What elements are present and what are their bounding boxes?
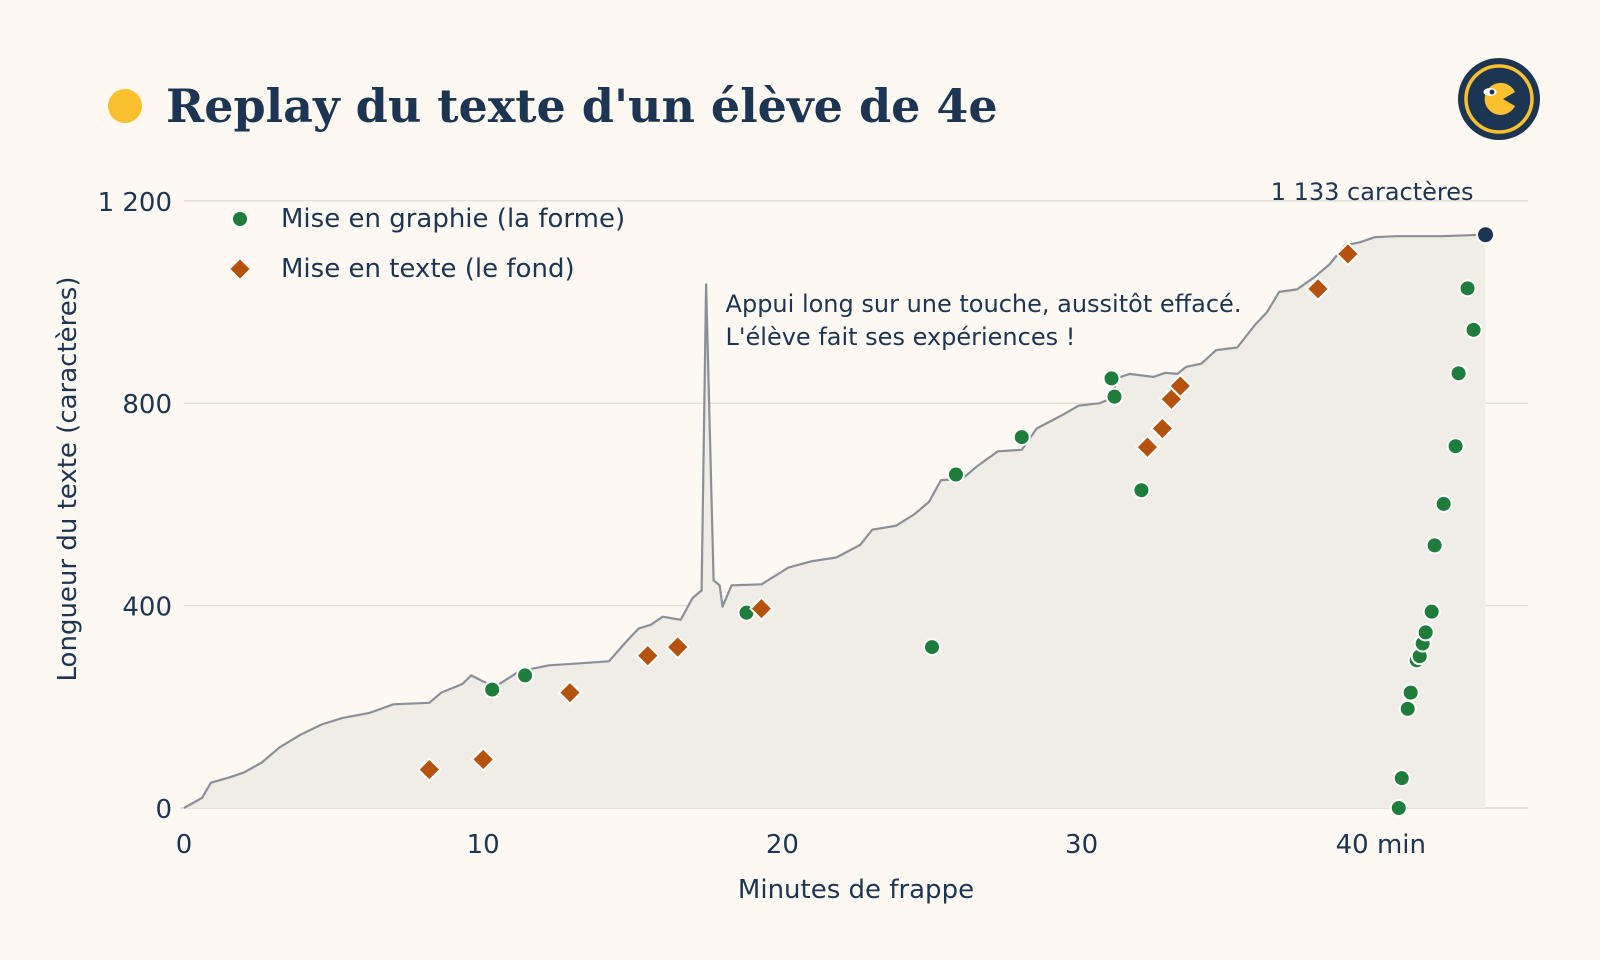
graphie-point xyxy=(1446,437,1465,456)
tick-labels: 0 400 800 1 200 0 10 20 30 40 min xyxy=(98,188,1426,860)
graphie-point xyxy=(923,638,941,657)
end-point xyxy=(1476,225,1496,245)
annotation-line-2: L'élève fait ses expériences ! xyxy=(726,323,1076,351)
header: Replay du texte d'un élève de 4e xyxy=(108,76,998,136)
texte-point xyxy=(416,757,442,782)
y-tick-label: 400 xyxy=(122,593,172,623)
data-points xyxy=(416,225,1496,817)
x-tick-label: 0 xyxy=(176,830,193,860)
y-tick-label: 1 200 xyxy=(98,188,172,218)
annotation-line-1: Appui long sur une touche, aussitôt effa… xyxy=(726,290,1242,318)
end-label: 1 133 caractères xyxy=(1271,178,1474,206)
text-length-area xyxy=(184,234,1486,808)
logo-face-icon xyxy=(1458,58,1540,140)
graphie-point xyxy=(1464,320,1483,339)
texte-point xyxy=(1335,241,1361,267)
legend: Mise en graphie (la forme) Mise en texte… xyxy=(227,204,625,284)
y-tick-label: 0 xyxy=(155,795,172,825)
texte-point xyxy=(1167,373,1193,399)
graphie-point xyxy=(946,465,965,484)
texte-point xyxy=(1305,276,1331,302)
legend-graphie-marker xyxy=(231,210,249,228)
texte-point xyxy=(1135,434,1160,460)
texte-point xyxy=(470,747,496,772)
graphie-point xyxy=(1105,387,1124,406)
x-tick-label: 40 min xyxy=(1336,830,1426,860)
graphie-point xyxy=(1132,481,1151,500)
graphie-point xyxy=(1102,369,1121,388)
graphie-point xyxy=(1425,536,1444,555)
x-tick-label: 30 xyxy=(1065,830,1098,860)
graphie-point xyxy=(1458,279,1477,298)
y-axis-title: Longueur du texte (caractères) xyxy=(53,277,83,682)
texte-point xyxy=(749,596,774,622)
graphie-point xyxy=(1416,623,1435,642)
graphie-point xyxy=(1401,683,1420,702)
x-axis-title: Minutes de frappe xyxy=(738,875,974,905)
graphie-point xyxy=(1392,769,1411,788)
texte-point xyxy=(635,643,661,669)
graphie-point xyxy=(1434,494,1453,513)
text-length-line xyxy=(183,233,1486,809)
graphie-point xyxy=(1389,799,1408,817)
page-title: Replay du texte d'un élève de 4e xyxy=(166,79,998,133)
graphie-point xyxy=(1012,428,1031,447)
title-dot-icon xyxy=(108,89,142,123)
y-tick-label: 800 xyxy=(122,390,172,420)
legend-texte-marker xyxy=(227,256,253,282)
x-tick-label: 10 xyxy=(467,830,500,860)
texte-point xyxy=(557,680,583,706)
texte-point xyxy=(1149,416,1175,441)
x-tick-label: 20 xyxy=(766,830,799,860)
graphie-point xyxy=(1422,602,1441,621)
graphie-point xyxy=(516,666,535,685)
graphie-point xyxy=(483,680,502,699)
legend-texte-label: Mise en texte (le fond) xyxy=(281,254,575,284)
graphie-point xyxy=(1398,699,1417,718)
graphie-point xyxy=(1449,364,1468,383)
legend-graphie-label: Mise en graphie (la forme) xyxy=(281,204,625,234)
texte-point xyxy=(665,634,691,660)
